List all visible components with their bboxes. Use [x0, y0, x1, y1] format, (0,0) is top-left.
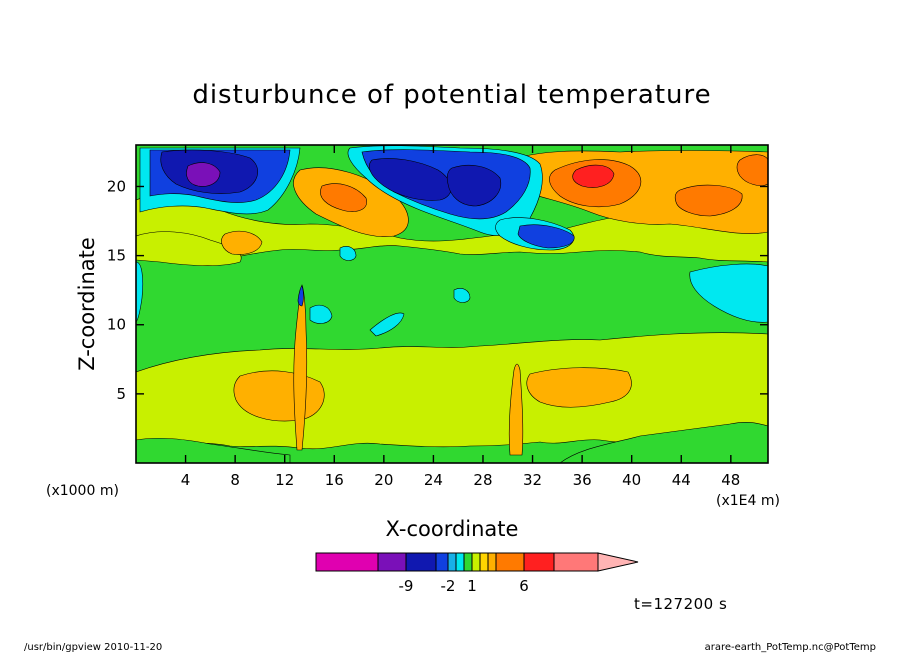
x-tick-label: 20: [374, 471, 393, 489]
blue-right-lobe: [517, 224, 575, 249]
x-tick-label: 8: [230, 471, 240, 489]
x-tick-label: 36: [573, 471, 592, 489]
navy-core-top: [369, 158, 452, 201]
plume-2: [508, 363, 524, 456]
chart-title: disturbunce of potential temperature: [192, 80, 711, 110]
colorbar-segment: [553, 552, 599, 572]
x-tick-label: 44: [672, 471, 691, 489]
colorbar-segment: [447, 552, 457, 572]
y-axis-ticks: 5 10 15 20: [107, 177, 768, 403]
cyan-small-1: [309, 304, 333, 324]
x-tick-label: 32: [523, 471, 542, 489]
x-unit-left: (x1000 m): [46, 483, 119, 499]
colorbar-tick-label: 1: [467, 577, 477, 595]
y-tick-label: 15: [107, 247, 126, 265]
x-tick-label: 40: [622, 471, 641, 489]
colorbar-ticks: -9 -2 1 6: [399, 577, 529, 595]
colorbar-segment: [471, 552, 481, 572]
colorbar-tick-label: -9: [399, 577, 414, 595]
red-core-3: [736, 154, 768, 186]
colorbar-segment: [455, 552, 465, 572]
colorbar-segment: [495, 552, 525, 572]
colorbar-arrow: [597, 552, 639, 572]
cyan-small-2: [339, 246, 357, 261]
bottom-green-right: [559, 422, 768, 463]
colorbar-segment: [479, 552, 489, 572]
plot-frame: [135, 144, 769, 464]
x-tick-label: 12: [275, 471, 294, 489]
cyan-right-edge: [689, 263, 768, 323]
cyan-small-3: [453, 288, 471, 303]
footer-left: /usr/bin/gpview 2010-11-20: [24, 642, 162, 653]
x-tick-label: 28: [473, 471, 492, 489]
colorbar-segment: [435, 552, 449, 572]
x-tick-label: 24: [424, 471, 443, 489]
x-unit-right: (x1E4 m): [716, 493, 780, 509]
red-core-2: [674, 184, 743, 217]
x-tick-label: 16: [325, 471, 344, 489]
plume-1: [293, 284, 308, 451]
colorbar-segment: [405, 552, 437, 572]
y-tick-label: 10: [107, 316, 126, 334]
y-tick-label: 5: [116, 385, 126, 403]
footer-right: arare-earth_PotTemp.nc@PotTemp: [705, 642, 876, 653]
purple-core: [186, 162, 221, 187]
y-axis-label: Z-coordinate: [75, 237, 99, 371]
cyan-small-5: [136, 261, 144, 323]
orange-left-lobe: [221, 230, 263, 255]
y-tick-label: 20: [107, 177, 126, 195]
contour-field: [136, 145, 768, 463]
colorbar-tick-label: -2: [441, 577, 456, 595]
colorbar-segment: [487, 552, 497, 572]
x-axis-ticks: 4 8 12 16 20 24 28 32 36 40 44 48: [181, 145, 740, 489]
colorbar-segment: [377, 552, 407, 572]
cyan-small-4: [369, 312, 405, 337]
orange-mid-1: [320, 183, 367, 212]
colorbar-segment: [463, 552, 473, 572]
time-annotation: t=127200 s: [634, 595, 727, 613]
colorbar-segment: [523, 552, 555, 572]
colorbar-tick-label: 6: [519, 577, 529, 595]
colorbar-segment: [315, 552, 379, 572]
bottom-green-left: [136, 438, 291, 463]
colorbar: [315, 552, 639, 572]
plume-1-core: [297, 285, 304, 307]
x-axis-label: X-coordinate: [386, 517, 519, 541]
orange-blob-2: [526, 367, 632, 408]
navy-core-top2: [446, 165, 502, 207]
red-peak: [572, 164, 615, 188]
x-tick-label: 4: [181, 471, 191, 489]
x-tick-label: 48: [721, 471, 740, 489]
